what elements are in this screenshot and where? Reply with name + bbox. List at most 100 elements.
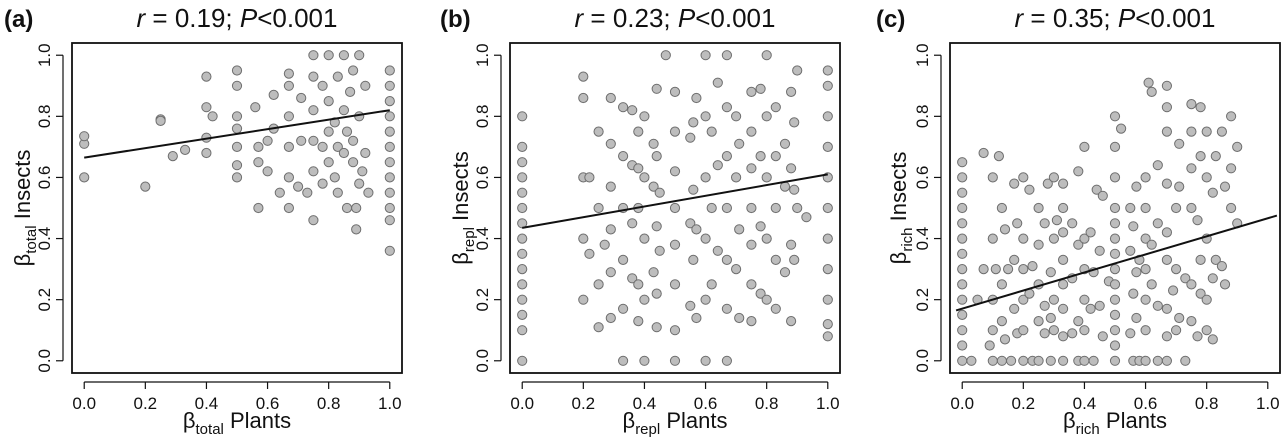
data-point [734, 312, 745, 324]
data-point [308, 166, 319, 177]
data-point [1018, 325, 1029, 336]
data-point [1161, 102, 1173, 113]
data-point [685, 300, 696, 311]
y-axis-label: βtotal Insects [10, 150, 40, 267]
data-point [731, 172, 742, 183]
data-point [593, 202, 604, 214]
data-point [1192, 331, 1203, 342]
data-point [348, 65, 359, 76]
data-point [987, 355, 998, 366]
data-point [348, 135, 359, 146]
data-point [1058, 279, 1069, 290]
data-point [262, 135, 273, 146]
data-point [1058, 254, 1069, 265]
regression-line [84, 109, 390, 159]
x-tick-label: 0.6 [256, 394, 280, 413]
data-point [1109, 141, 1121, 152]
data-point [1186, 126, 1197, 137]
data-point [721, 151, 733, 162]
x-axis-label: βrepl Plants [623, 408, 728, 438]
data-point [332, 141, 343, 152]
data-point [283, 80, 294, 91]
data-point [1109, 202, 1121, 214]
data-point [1058, 227, 1069, 238]
data-point [957, 279, 968, 290]
data-point [1161, 80, 1173, 91]
y-tick-label: 0.6 [35, 166, 54, 190]
x-tick-label: 0.8 [1195, 394, 1219, 413]
data-point [517, 264, 528, 275]
data-point [384, 111, 395, 122]
data-point [688, 254, 699, 265]
data-point [700, 111, 711, 122]
data-point [660, 50, 671, 61]
data-point [669, 86, 681, 98]
data-point [957, 218, 968, 229]
data-point [957, 264, 968, 275]
data-point [1140, 325, 1151, 336]
data-point [578, 92, 589, 104]
data-point [1146, 86, 1157, 98]
data-point [338, 105, 349, 116]
data-point [1006, 355, 1017, 366]
data-point [822, 319, 833, 330]
data-point [293, 181, 304, 192]
data-point [1161, 227, 1173, 238]
data-point [746, 239, 757, 250]
data-point [1018, 355, 1029, 366]
data-point [384, 172, 395, 183]
data-point [323, 50, 334, 61]
x-tick-label: 0.2 [134, 394, 158, 413]
panel-a: (a) r = 0.19; P<0.001 0.0 0.2 0.4 0.6 0.8 1.0… [4, 3, 403, 438]
data-point [605, 92, 616, 104]
data-point [1033, 316, 1044, 327]
data-point [1018, 294, 1029, 305]
data-point [1033, 202, 1044, 214]
data-point [712, 160, 723, 171]
data-point [517, 279, 528, 290]
data-point [746, 163, 757, 174]
data-point [669, 325, 681, 336]
data-point [1067, 328, 1078, 339]
data-point [296, 135, 307, 146]
data-point [1168, 285, 1179, 296]
data-point [669, 279, 681, 290]
data-point [605, 224, 616, 235]
data-point [1079, 141, 1090, 152]
y-axis-label: βrich Insects [886, 152, 916, 265]
data-point [706, 202, 717, 214]
data-point [755, 221, 766, 232]
data-point [627, 273, 638, 284]
plot-frame [509, 42, 841, 374]
data-point [1210, 254, 1221, 265]
data-point [779, 138, 791, 149]
data-point [669, 239, 681, 250]
data-point [1094, 300, 1105, 311]
data-point [268, 89, 279, 101]
data-point [578, 71, 589, 82]
data-point [1018, 264, 1029, 275]
data-point [323, 96, 334, 107]
data-point [1018, 233, 1029, 244]
x-tick-label: 0.0 [510, 394, 534, 413]
data-point [1058, 202, 1069, 214]
y-tick-label: 0.2 [35, 288, 54, 312]
data-point [155, 115, 166, 127]
data-point [296, 92, 307, 104]
panel-b: (b) r = 0.23; P<0.001 0.0 0.2 0.4 0.6 0.8 1.0… [440, 3, 841, 438]
data-point [1039, 300, 1050, 311]
data-point [253, 157, 264, 168]
data-point [648, 267, 659, 278]
data-point [1152, 300, 1163, 311]
data-point [746, 86, 757, 98]
data-point [669, 202, 681, 214]
data-point [1186, 316, 1197, 327]
data-point [578, 233, 589, 244]
data-point [1045, 355, 1056, 366]
data-point [1219, 181, 1231, 192]
y-tick-label: 1.0 [35, 43, 54, 67]
data-point [712, 77, 723, 88]
data-point [700, 233, 711, 244]
data-point [323, 157, 334, 168]
data-point [1174, 312, 1185, 324]
